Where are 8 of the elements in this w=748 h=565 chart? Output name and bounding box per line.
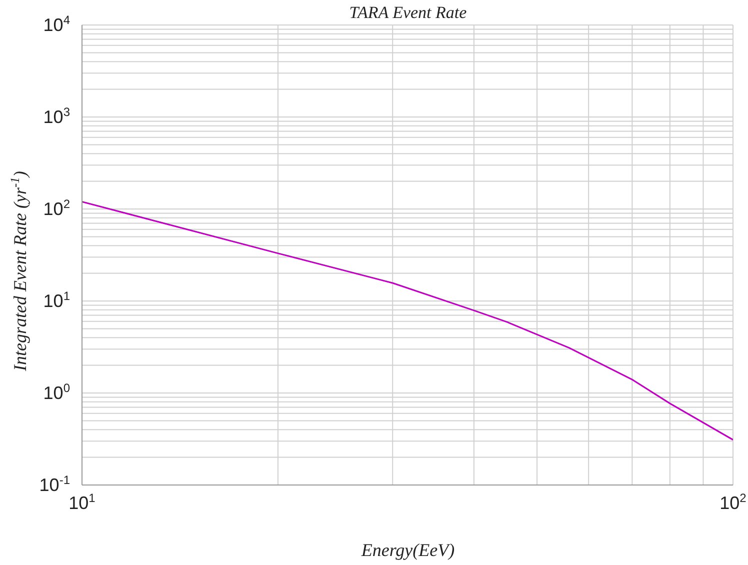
y-tick-label: 10$^{1}$ (43, 289, 70, 311)
chart-title: TARA Event Rate (349, 3, 468, 22)
y-tick-label: 10$^{-1}$ (39, 473, 70, 495)
y-tick-label: 10$^{0}$ (43, 381, 70, 403)
x-axis-title: Energy(EeV) (360, 540, 455, 560)
y-tick-label: 10$^{4}$ (43, 13, 70, 35)
y-tick-label: 10$^{2}$ (43, 197, 70, 219)
y-tick-label: 10$^{3}$ (43, 105, 70, 127)
